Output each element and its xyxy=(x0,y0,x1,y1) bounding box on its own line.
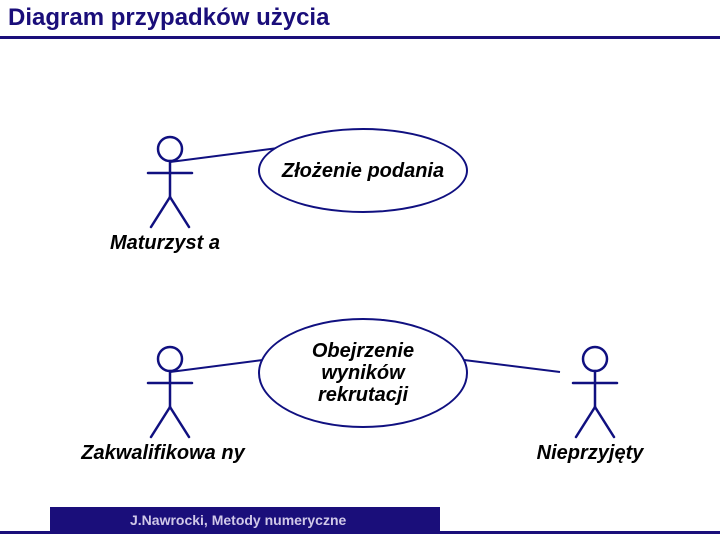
usecase-label-obejrzenie: Obejrzenie wyników rekrutacji xyxy=(260,340,466,406)
actor-maturzysta xyxy=(145,135,195,230)
actor-label-nieprzyjety: Nieprzyjęty xyxy=(515,442,665,465)
usecase-obejrzenie: Obejrzenie wyników rekrutacji xyxy=(258,318,468,428)
footer-text: J.Nawrocki, Metody numeryczne xyxy=(130,512,346,528)
actor-nieprzyjety xyxy=(570,345,620,440)
usecase-zlozenie: Złożenie podania xyxy=(258,128,468,213)
actor-label-zakwalifikowany: Zakwalifikowa ny xyxy=(78,442,248,465)
page-title: Diagram przypadków użycia xyxy=(8,4,329,32)
usecase-label-zlozenie: Złożenie podania xyxy=(268,160,458,182)
actor-label-maturzysta: Maturzyst a xyxy=(100,232,230,255)
title-underline xyxy=(0,36,720,39)
footer-underline xyxy=(0,531,720,534)
actor-zakwalifikowany xyxy=(145,345,195,440)
